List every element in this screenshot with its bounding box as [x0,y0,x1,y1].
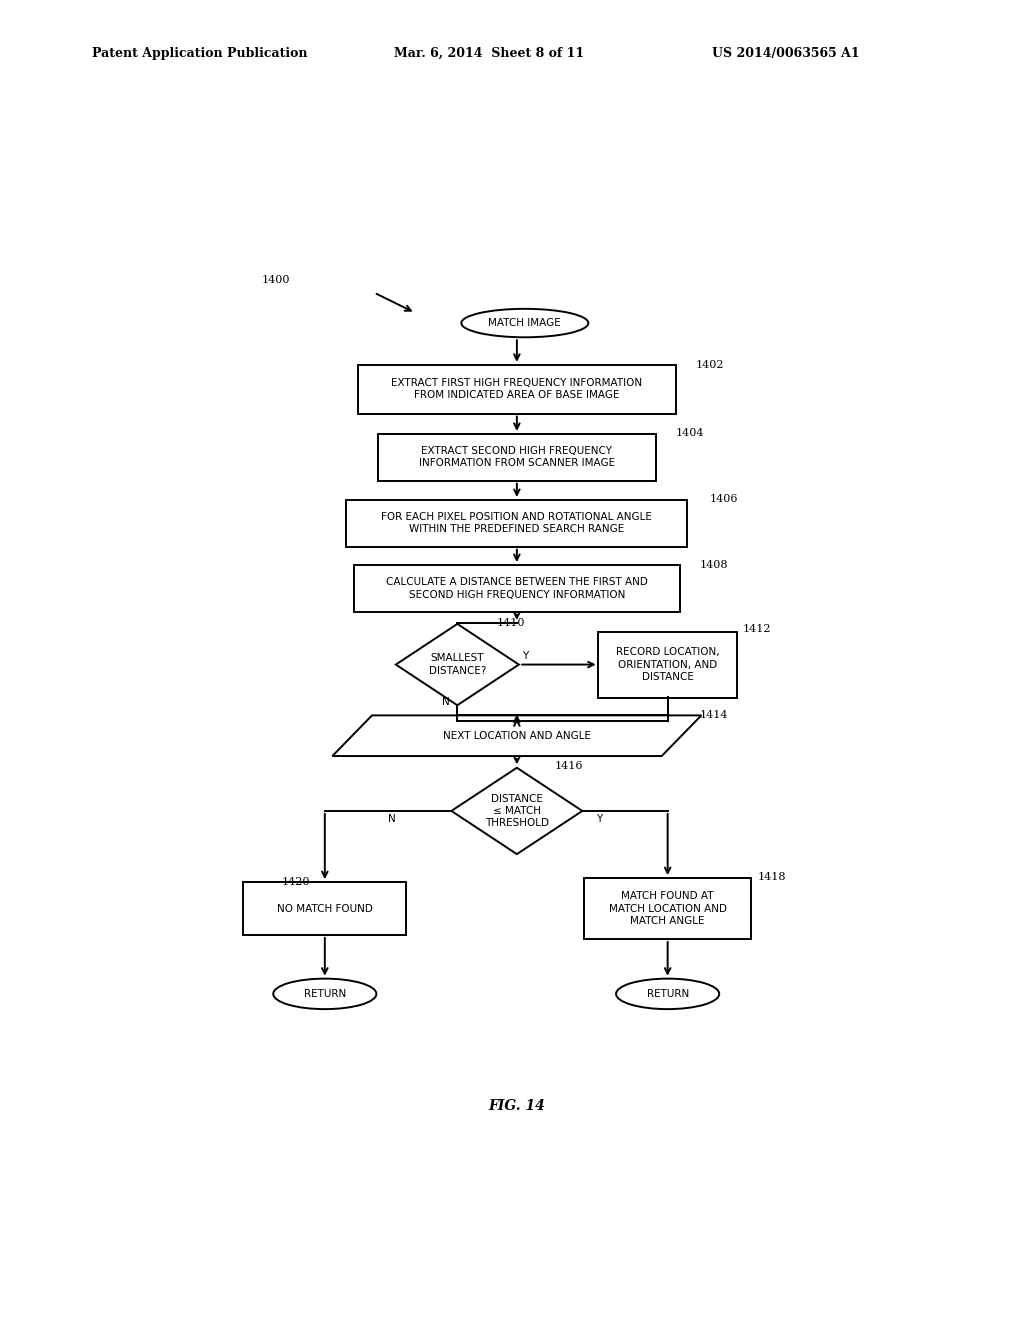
Text: RETURN: RETURN [646,989,689,999]
Text: US 2014/0063565 A1: US 2014/0063565 A1 [712,48,859,59]
Text: EXTRACT FIRST HIGH FREQUENCY INFORMATION
FROM INDICATED AREA OF BASE IMAGE: EXTRACT FIRST HIGH FREQUENCY INFORMATION… [391,378,642,400]
Polygon shape [396,624,519,705]
Ellipse shape [273,978,377,1008]
Text: 1414: 1414 [699,710,728,721]
Text: N: N [441,697,450,708]
Text: 1402: 1402 [695,360,724,370]
Text: 1418: 1418 [758,873,785,882]
Text: NEXT LOCATION AND ANGLE: NEXT LOCATION AND ANGLE [442,731,591,741]
Ellipse shape [616,978,719,1008]
Text: 1416: 1416 [555,762,584,771]
Text: N: N [388,814,396,824]
Text: Y: Y [596,814,602,824]
Text: 1400: 1400 [261,276,290,285]
FancyBboxPatch shape [378,434,655,480]
Ellipse shape [461,309,588,338]
Text: SMALLEST
DISTANCE?: SMALLEST DISTANCE? [429,653,486,676]
Text: DISTANCE
≤ MATCH
THRESHOLD: DISTANCE ≤ MATCH THRESHOLD [485,793,549,829]
Text: Mar. 6, 2014  Sheet 8 of 11: Mar. 6, 2014 Sheet 8 of 11 [394,48,585,59]
Text: Patent Application Publication: Patent Application Publication [92,48,307,59]
FancyBboxPatch shape [585,878,751,939]
Text: 1406: 1406 [710,494,738,504]
FancyBboxPatch shape [598,631,737,697]
Text: 1410: 1410 [497,618,525,628]
Text: EXTRACT SECOND HIGH FREQUENCY
INFORMATION FROM SCANNER IMAGE: EXTRACT SECOND HIGH FREQUENCY INFORMATIO… [419,446,615,469]
FancyBboxPatch shape [358,364,676,413]
FancyBboxPatch shape [346,500,687,546]
Text: MATCH IMAGE: MATCH IMAGE [488,318,561,329]
Text: 1412: 1412 [743,624,771,634]
Text: FIG. 14: FIG. 14 [488,1098,545,1113]
Text: Y: Y [522,651,528,660]
Text: 1420: 1420 [282,876,310,887]
Text: CALCULATE A DISTANCE BETWEEN THE FIRST AND
SECOND HIGH FREQUENCY INFORMATION: CALCULATE A DISTANCE BETWEEN THE FIRST A… [386,577,648,599]
Text: FOR EACH PIXEL POSITION AND ROTATIONAL ANGLE
WITHIN THE PREDEFINED SEARCH RANGE: FOR EACH PIXEL POSITION AND ROTATIONAL A… [381,512,652,535]
FancyBboxPatch shape [244,882,407,935]
Polygon shape [452,768,583,854]
FancyBboxPatch shape [354,565,680,611]
Polygon shape [333,715,701,756]
Text: RETURN: RETURN [304,989,346,999]
Text: MATCH FOUND AT
MATCH LOCATION AND
MATCH ANGLE: MATCH FOUND AT MATCH LOCATION AND MATCH … [608,891,727,925]
Text: 1408: 1408 [699,560,728,570]
Text: 1404: 1404 [676,428,705,438]
Text: RECORD LOCATION,
ORIENTATION, AND
DISTANCE: RECORD LOCATION, ORIENTATION, AND DISTAN… [615,647,720,682]
Text: NO MATCH FOUND: NO MATCH FOUND [276,903,373,913]
